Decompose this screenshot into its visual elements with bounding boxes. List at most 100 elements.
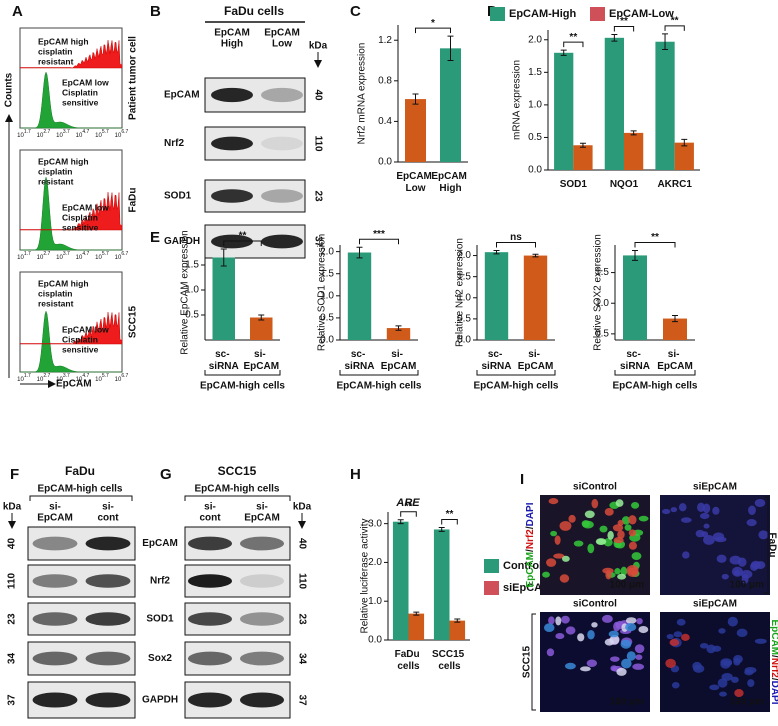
cell xyxy=(626,565,639,575)
error-bar xyxy=(356,246,363,259)
tick-base: 10 xyxy=(95,377,102,383)
x-tick-label: si- EpCAM xyxy=(243,349,279,372)
blot-column-label: EpCAM xyxy=(214,28,250,39)
cell xyxy=(546,648,555,657)
band xyxy=(239,536,285,551)
y-tick-label: 0.8 xyxy=(378,75,392,86)
x-tick-label: SCC15 cells xyxy=(432,649,467,672)
y-tick-label: 2.0 xyxy=(457,250,471,261)
cell xyxy=(610,656,620,662)
stain-name: EpCAM xyxy=(769,619,778,655)
cell xyxy=(665,658,676,669)
kda-value: 34 xyxy=(7,653,18,665)
bar xyxy=(250,317,273,340)
blot-subtitle: EpCAM-high cells xyxy=(194,484,279,495)
significance-label: ** xyxy=(446,509,454,520)
panel-letter: F xyxy=(10,466,19,483)
error-bar xyxy=(413,611,420,616)
tick-base: 10 xyxy=(76,377,83,383)
flow-high-label: cisplatin xyxy=(38,46,72,56)
tick-exp: 1.7 xyxy=(24,251,31,257)
bar xyxy=(484,252,509,340)
cell xyxy=(731,566,743,577)
flow-tick-label: 101.7 xyxy=(17,129,31,138)
flow-tick-label: 102.7 xyxy=(37,251,51,260)
significance-label: ** xyxy=(239,231,247,242)
cell xyxy=(681,633,690,641)
cell xyxy=(758,530,769,540)
flow-sample-label: FaDu xyxy=(128,188,139,213)
band xyxy=(211,87,253,103)
kda-value: 23 xyxy=(312,190,323,202)
cell xyxy=(555,633,565,640)
significance-bracket xyxy=(496,241,536,248)
blot-column-label: Low xyxy=(272,39,292,50)
cell xyxy=(712,645,722,652)
bar xyxy=(212,257,235,340)
blot-row-label: SOD1 xyxy=(164,191,192,202)
legend-swatch xyxy=(590,7,605,21)
row-bracket xyxy=(764,496,769,594)
blot-column-label: EpCAM xyxy=(244,513,280,524)
flow-tick-label: 102.7 xyxy=(37,129,51,138)
cell xyxy=(717,678,728,688)
x-tick-label: si- EpCAM xyxy=(518,349,554,372)
bar xyxy=(440,48,461,162)
cell xyxy=(746,519,757,527)
x-tick-label: sc- siRNA xyxy=(620,349,650,372)
cell xyxy=(607,530,614,540)
tick-base: 10 xyxy=(17,133,24,139)
tick-exp: 3.7 xyxy=(63,373,70,379)
cell xyxy=(682,551,690,559)
error-bar xyxy=(397,519,404,525)
flow-tick-label: 103.7 xyxy=(56,373,70,382)
band xyxy=(32,651,78,666)
blot-column-label: cont xyxy=(97,513,119,524)
error-bar xyxy=(258,314,265,321)
cell xyxy=(625,617,637,624)
kda-value: 37 xyxy=(296,694,307,706)
legend-swatch xyxy=(490,7,505,21)
stain-name: DAPI xyxy=(525,502,536,526)
tick-base: 10 xyxy=(37,133,44,139)
y-tick-label: 2.0 xyxy=(320,246,334,257)
tick-exp: 5.7 xyxy=(102,373,109,379)
cell xyxy=(615,499,624,507)
band xyxy=(261,234,303,249)
cell xyxy=(695,529,705,538)
bar xyxy=(624,132,644,170)
panel-letter: E xyxy=(150,229,160,246)
flow-low-label: Cisplatin xyxy=(62,87,98,97)
flow-high-histogram xyxy=(19,312,123,345)
y-tick-label: 1.0 xyxy=(368,596,382,607)
cell xyxy=(550,530,558,537)
tick-base: 10 xyxy=(17,377,24,383)
blot-row-label: GAPDH xyxy=(142,695,178,706)
kda-value: 23 xyxy=(296,613,307,625)
cell xyxy=(727,616,738,627)
flow-y-label: Counts xyxy=(4,72,15,107)
y-axis-label: Relative SOD1 expression xyxy=(317,234,328,351)
cell xyxy=(561,615,570,624)
band xyxy=(187,574,233,588)
x-tick-label: si- EpCAM xyxy=(657,349,693,372)
y-tick-label: 0.5 xyxy=(595,329,609,340)
y-tick-label: 3.0 xyxy=(368,518,382,529)
stain-separator: / xyxy=(525,549,536,552)
y-tick-label: 0.5 xyxy=(185,310,199,321)
x-tick-label: AKRC1 xyxy=(657,179,692,190)
cell xyxy=(703,535,715,545)
panel-letter: G xyxy=(160,466,172,483)
cell xyxy=(599,525,608,533)
error-bar xyxy=(579,142,586,148)
cell xyxy=(565,626,576,635)
column-label: siEpCAM xyxy=(693,599,737,610)
blot-column-label: EpCAM xyxy=(37,513,73,524)
cell xyxy=(548,498,559,505)
flow-low-label: Cisplatin xyxy=(62,212,98,222)
cell xyxy=(624,524,632,531)
legend-label: EpCAM-Low xyxy=(609,8,674,20)
flow-low-label: EpCAM low xyxy=(62,77,109,87)
y-tick-label: 2.0 xyxy=(368,557,382,568)
cell xyxy=(703,523,710,529)
